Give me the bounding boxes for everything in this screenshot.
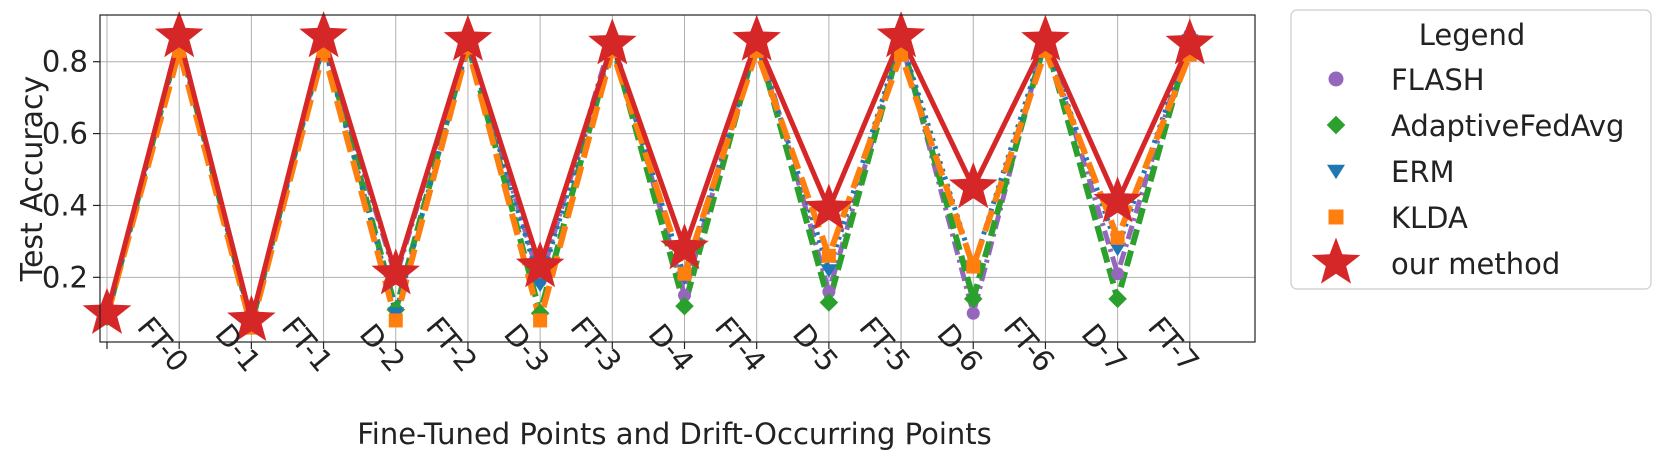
data-point <box>1110 230 1125 245</box>
data-point <box>443 14 493 61</box>
data-point <box>876 11 926 58</box>
legend-label: ERM <box>1391 155 1455 189</box>
data-point <box>388 313 403 328</box>
y-tick-label: 0.8 <box>42 45 88 79</box>
y-axis: 0.2 0.4 0.6 0.8 <box>42 45 100 294</box>
y-tick-label: 0.4 <box>42 188 88 222</box>
data-point <box>1165 18 1215 65</box>
series-line <box>104 37 1193 327</box>
plot-frame <box>99 14 1256 343</box>
x-tick-label: D-5 <box>786 317 845 378</box>
x-tick-label: FT-4 <box>708 310 773 378</box>
series-line <box>104 44 1193 331</box>
data-point <box>678 288 691 302</box>
legend-items: FLASH AdaptiveFedAvg ERM KLDA our method <box>1311 63 1624 284</box>
series-lines <box>104 30 1193 331</box>
series-markers <box>82 11 1215 342</box>
data-point <box>1109 242 1127 257</box>
legend-label: FLASH <box>1391 63 1485 97</box>
y-tick-label: 0.6 <box>42 117 88 151</box>
legend-marker <box>1311 237 1361 284</box>
x-tick-label: FT-1 <box>275 310 340 378</box>
data-point <box>675 296 694 316</box>
data-point <box>822 285 836 299</box>
data-point <box>371 248 420 295</box>
legend-marker <box>1328 71 1344 87</box>
data-point <box>1111 267 1125 281</box>
data-point <box>660 223 709 270</box>
data-point <box>949 162 998 209</box>
data-point <box>530 303 550 323</box>
data-point <box>299 11 348 58</box>
x-axis-label: Fine-Tuned Points and Drift-Occurring Po… <box>357 417 992 451</box>
data-point <box>963 289 983 309</box>
legend-frame <box>1290 9 1652 290</box>
x-tick-label: D-3 <box>497 317 556 378</box>
x-tick-label: D-4 <box>642 317 701 378</box>
x-tick-label: FT-3 <box>564 310 629 378</box>
x-tick-label: FT-2 <box>419 310 484 378</box>
x-tick-label: FT-6 <box>997 310 1062 378</box>
legend-marker <box>1327 164 1345 180</box>
data-point <box>515 241 565 288</box>
x-tick-label: FT-5 <box>853 310 918 378</box>
data-point <box>894 47 909 62</box>
data-point <box>821 248 836 263</box>
data-point <box>820 264 838 278</box>
legend-title: Legend <box>1419 18 1526 52</box>
data-point <box>1093 176 1142 223</box>
data-point <box>82 287 132 334</box>
x-tick-label: D-6 <box>930 317 989 378</box>
data-point <box>531 278 549 293</box>
data-point <box>677 266 692 281</box>
data-point <box>966 259 981 274</box>
data-point <box>819 293 839 312</box>
x-tick-label: FT-0 <box>131 310 196 378</box>
x-tick-label: D-7 <box>1075 317 1134 378</box>
data-point <box>804 183 854 230</box>
data-point <box>154 11 204 58</box>
data-point <box>227 294 276 342</box>
legend-marker <box>1326 115 1346 135</box>
y-tick-label: 0.2 <box>42 260 88 294</box>
data-point <box>732 14 781 61</box>
legend-label: AdaptiveFedAvg <box>1391 109 1624 143</box>
x-tick-label: FT-7 <box>1141 310 1206 378</box>
x-axis: FT-0 D-1 FT-1 D-2 FT-2 D-3 FT-3 D-4 FT-4 D-5 FT-5 D… <box>106 310 1206 378</box>
data-point <box>588 18 637 65</box>
data-point <box>966 306 980 320</box>
data-point <box>1021 14 1070 61</box>
data-point <box>1108 289 1127 309</box>
x-tick-label: D-2 <box>353 317 412 378</box>
grid <box>100 15 1255 342</box>
legend: Legend FLASH AdaptiveFedAvg ERM KLDA our met… <box>1290 9 1652 290</box>
series-line <box>104 34 1193 323</box>
legend-label: our method <box>1391 247 1560 281</box>
legend-marker <box>1328 209 1344 225</box>
data-point <box>533 313 548 328</box>
y-axis-label: Test Accuracy <box>15 76 50 283</box>
legend-label: KLDA <box>1391 201 1468 235</box>
